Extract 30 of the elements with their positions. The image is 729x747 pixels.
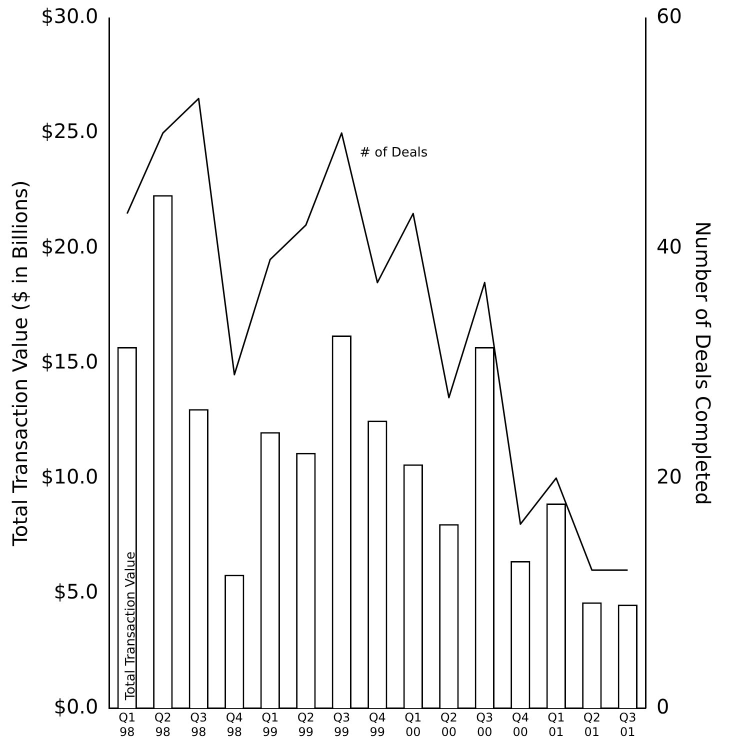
y-tick-label: $25.0 <box>40 119 98 144</box>
x-tick-label: Q2 99 <box>297 710 314 739</box>
x-tick-label: Q1 01 <box>548 710 565 739</box>
x-tick-label: Q3 01 <box>619 710 636 739</box>
x-tick-label: Q2 01 <box>583 710 600 739</box>
x-tick-label: Q4 99 <box>368 710 386 739</box>
y-axis-title: Total Transaction Value ($ in Billions) <box>8 180 32 547</box>
y2-tick-label: 40 <box>656 234 682 258</box>
x-tick-label: Q3 99 <box>333 710 350 739</box>
series-label: Total Transaction Value <box>124 551 139 702</box>
y-tick-label: $30.0 <box>40 4 98 28</box>
x-tick-label: Q1 98 <box>118 710 136 739</box>
y2-tick-label: 20 <box>656 464 682 488</box>
x-tick-label: Q1 99 <box>262 710 279 739</box>
x-tick-label: Q2 98 <box>154 710 172 739</box>
y-tick-label: $10.0 <box>40 464 98 488</box>
x-tick-label: Q4 00 <box>512 710 529 739</box>
x-tick-label: Q3 98 <box>190 710 208 739</box>
y-tick-label: $15.0 <box>40 349 98 374</box>
series-label: # of Deals <box>360 145 428 160</box>
x-tick-label: Q4 98 <box>226 710 243 739</box>
x-tick-label: Q1 00 <box>404 710 422 739</box>
y-tick-label: $5.0 <box>54 579 98 604</box>
y-tick-label: $0.0 <box>54 694 98 718</box>
x-tick-label: Q2 00 <box>440 710 458 739</box>
x-tick-label: Q3 00 <box>476 710 494 739</box>
y2-tick-label: 60 <box>656 4 682 28</box>
y2-axis-title: Number of Deals Completed <box>690 221 715 505</box>
y2-tick-label: 0 <box>656 694 670 718</box>
y-tick-label: $20.0 <box>40 234 98 258</box>
